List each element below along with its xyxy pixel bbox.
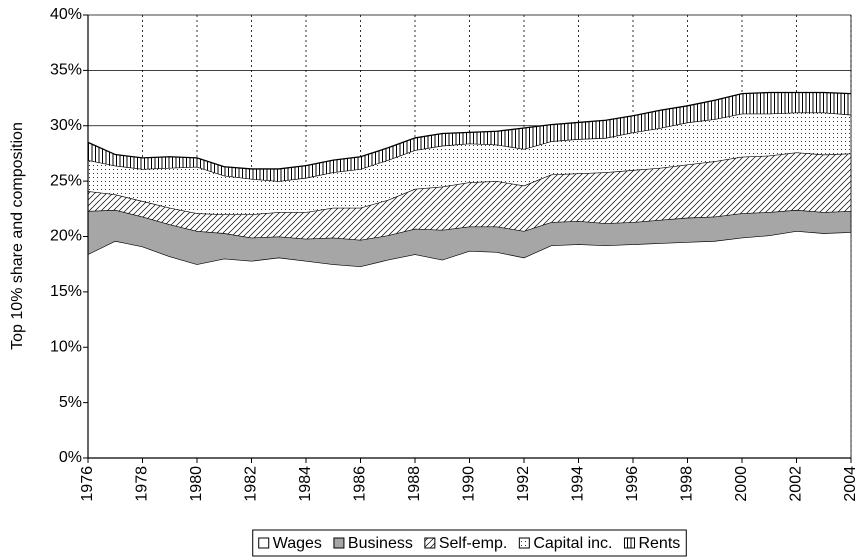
area-edge	[87, 91, 852, 170]
legend-swatch	[623, 537, 635, 549]
legend-swatch	[518, 537, 530, 549]
legend-label: Business	[348, 535, 413, 552]
legend: Wages Business Self-emp. Capital inc. Rents	[252, 529, 687, 557]
y-tick-label: 30%	[50, 117, 82, 134]
area	[88, 92, 851, 182]
legend-swatch	[424, 537, 436, 549]
y-tick-label: 25%	[50, 172, 82, 189]
y-axis-label: Top 10% share and composition	[9, 122, 26, 350]
x-tick-label: 1980	[188, 466, 205, 502]
x-tick-label: 2004	[842, 466, 859, 502]
x-tick-label: 1990	[461, 466, 478, 502]
x-tick-label: 1988	[406, 466, 423, 502]
y-tick-label: 40%	[50, 6, 82, 23]
legend-label: Capital inc.	[533, 535, 612, 552]
y-tick-label: 10%	[50, 338, 82, 355]
y-tick-label: 15%	[50, 283, 82, 300]
x-tick-label: 1992	[515, 466, 532, 502]
y-tick-label: 35%	[50, 62, 82, 79]
legend-label: Rents	[638, 535, 680, 552]
x-tick-label: 2002	[788, 466, 805, 502]
x-tick-label: 1978	[134, 466, 151, 502]
area	[88, 112, 851, 215]
x-tick-label: 1984	[297, 466, 314, 502]
x-tick-label: 2000	[733, 466, 750, 502]
y-tick-label: 5%	[59, 394, 82, 411]
legend-label: Wages	[273, 535, 322, 552]
legend-swatch	[333, 537, 345, 549]
x-tick-label: 1976	[79, 466, 96, 502]
area	[88, 152, 851, 240]
x-tick-label: 1996	[624, 466, 641, 502]
legend-swatch	[258, 537, 270, 549]
x-tick-label: 1982	[243, 466, 260, 502]
areas	[87, 91, 852, 458]
legend-label: Self-emp.	[439, 535, 507, 552]
x-tick-label: 1994	[570, 466, 587, 502]
legend-frame	[252, 529, 687, 557]
x-tick-label: 1986	[352, 466, 369, 502]
y-tick-label: 20%	[50, 228, 82, 245]
area	[88, 230, 851, 458]
y-tick-label: 0%	[59, 449, 82, 466]
axes: 0% 5% 10% 15% 20% 25% 30% 35% 40% 1976 1978 1980 198…	[50, 6, 859, 501]
area	[88, 209, 851, 267]
x-tick-label: 1998	[679, 466, 696, 502]
